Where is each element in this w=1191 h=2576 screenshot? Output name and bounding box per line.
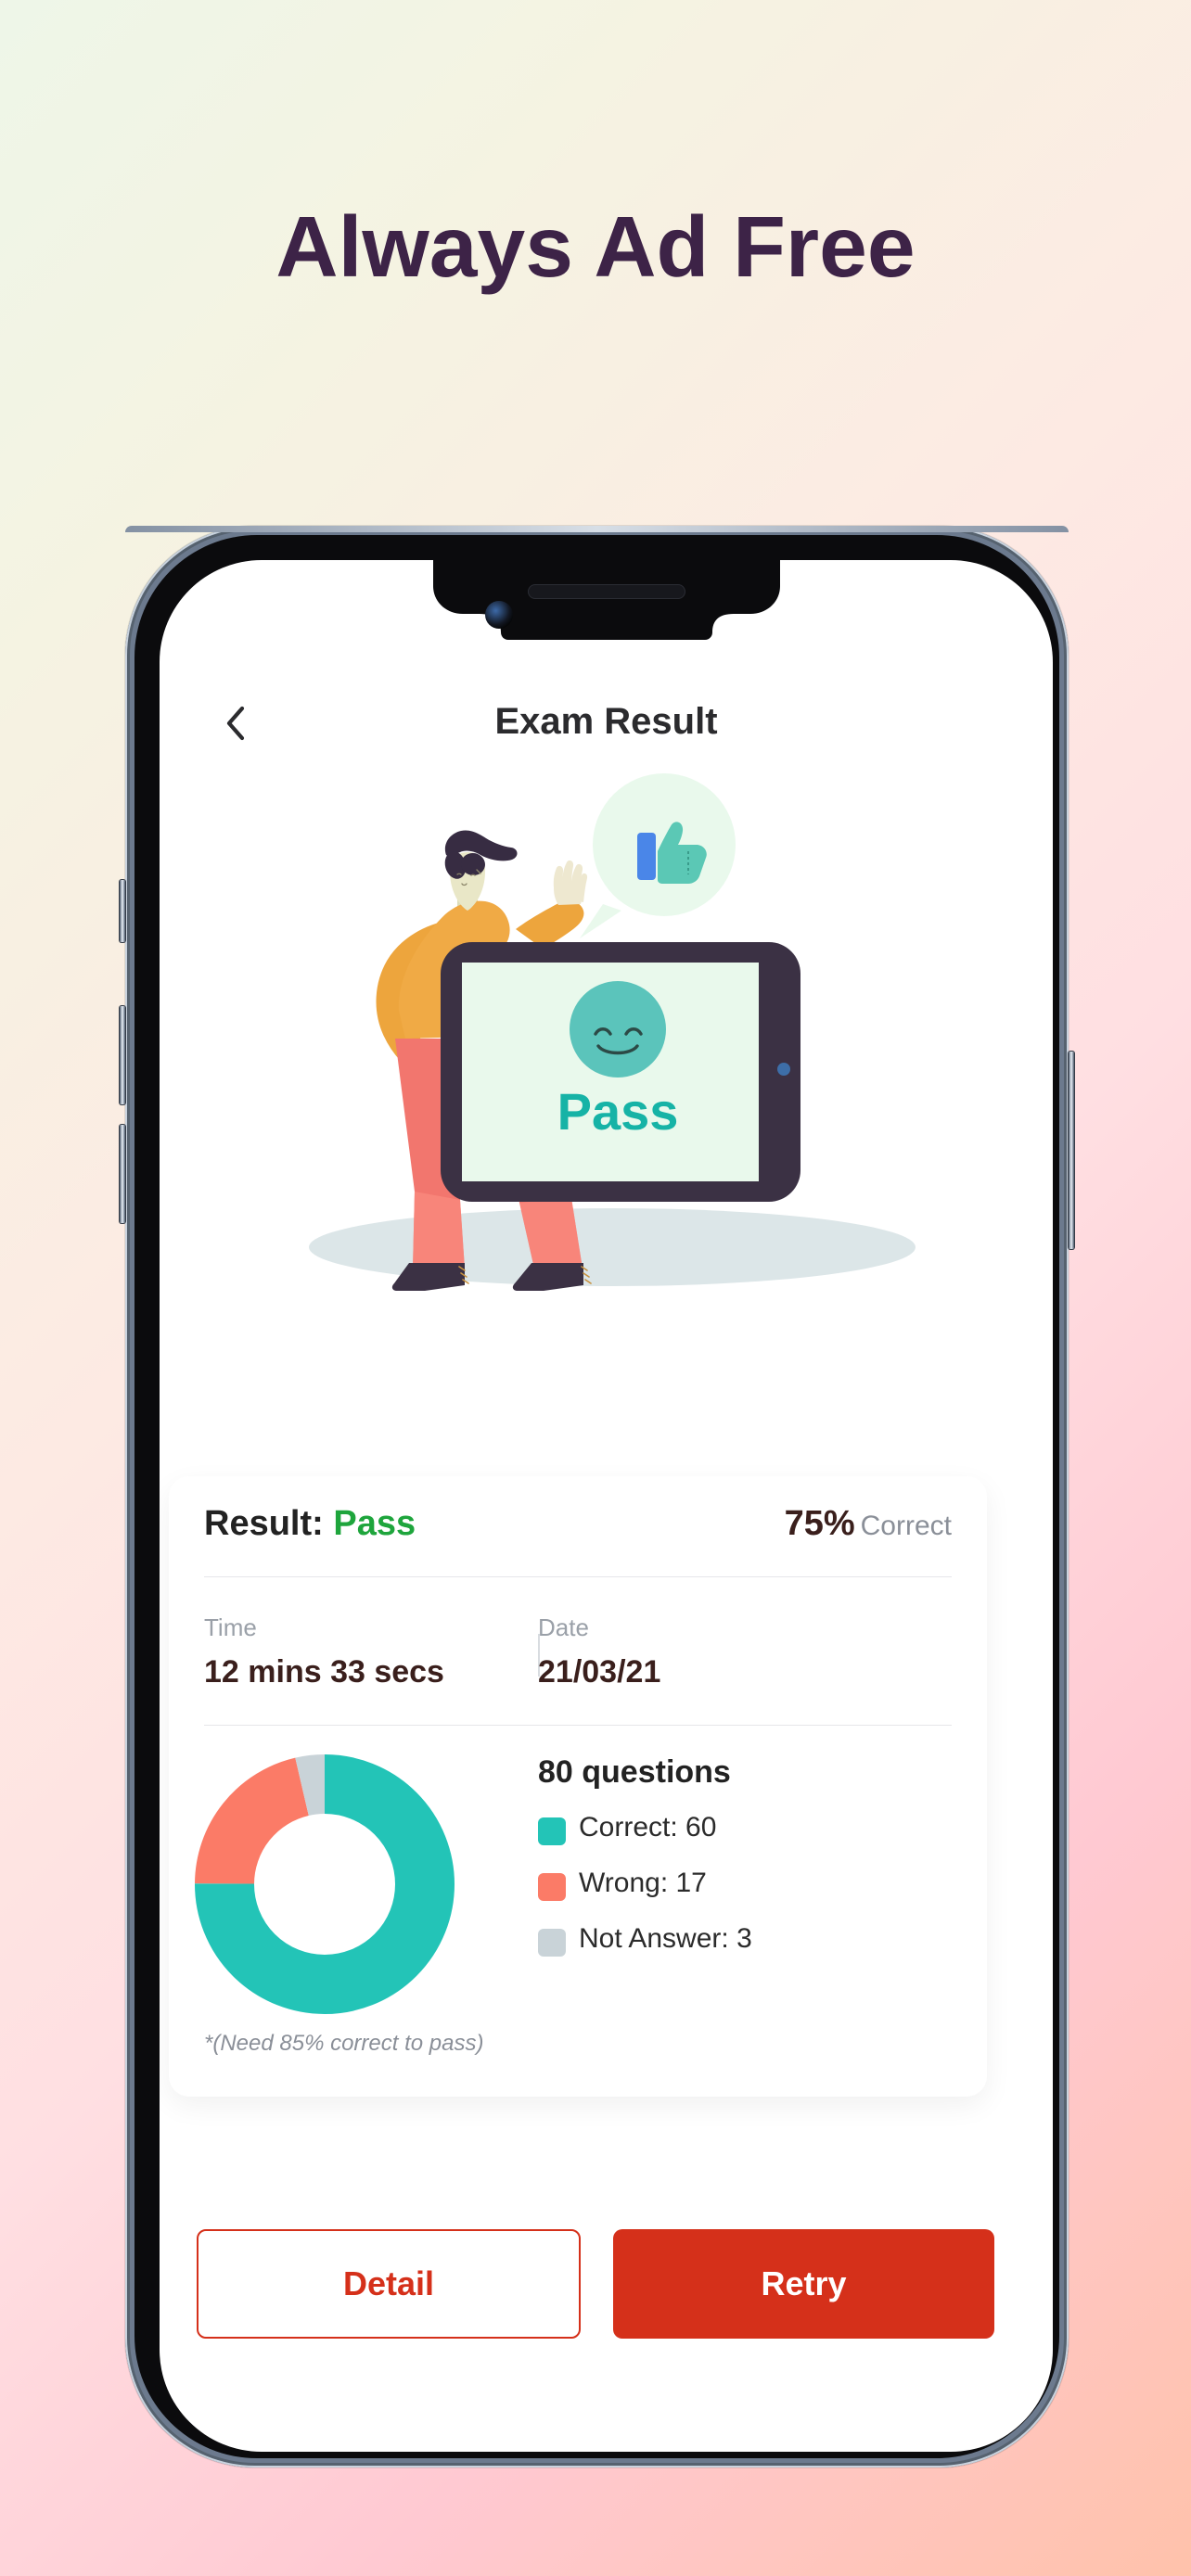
- svg-text:Pass: Pass: [557, 1082, 679, 1141]
